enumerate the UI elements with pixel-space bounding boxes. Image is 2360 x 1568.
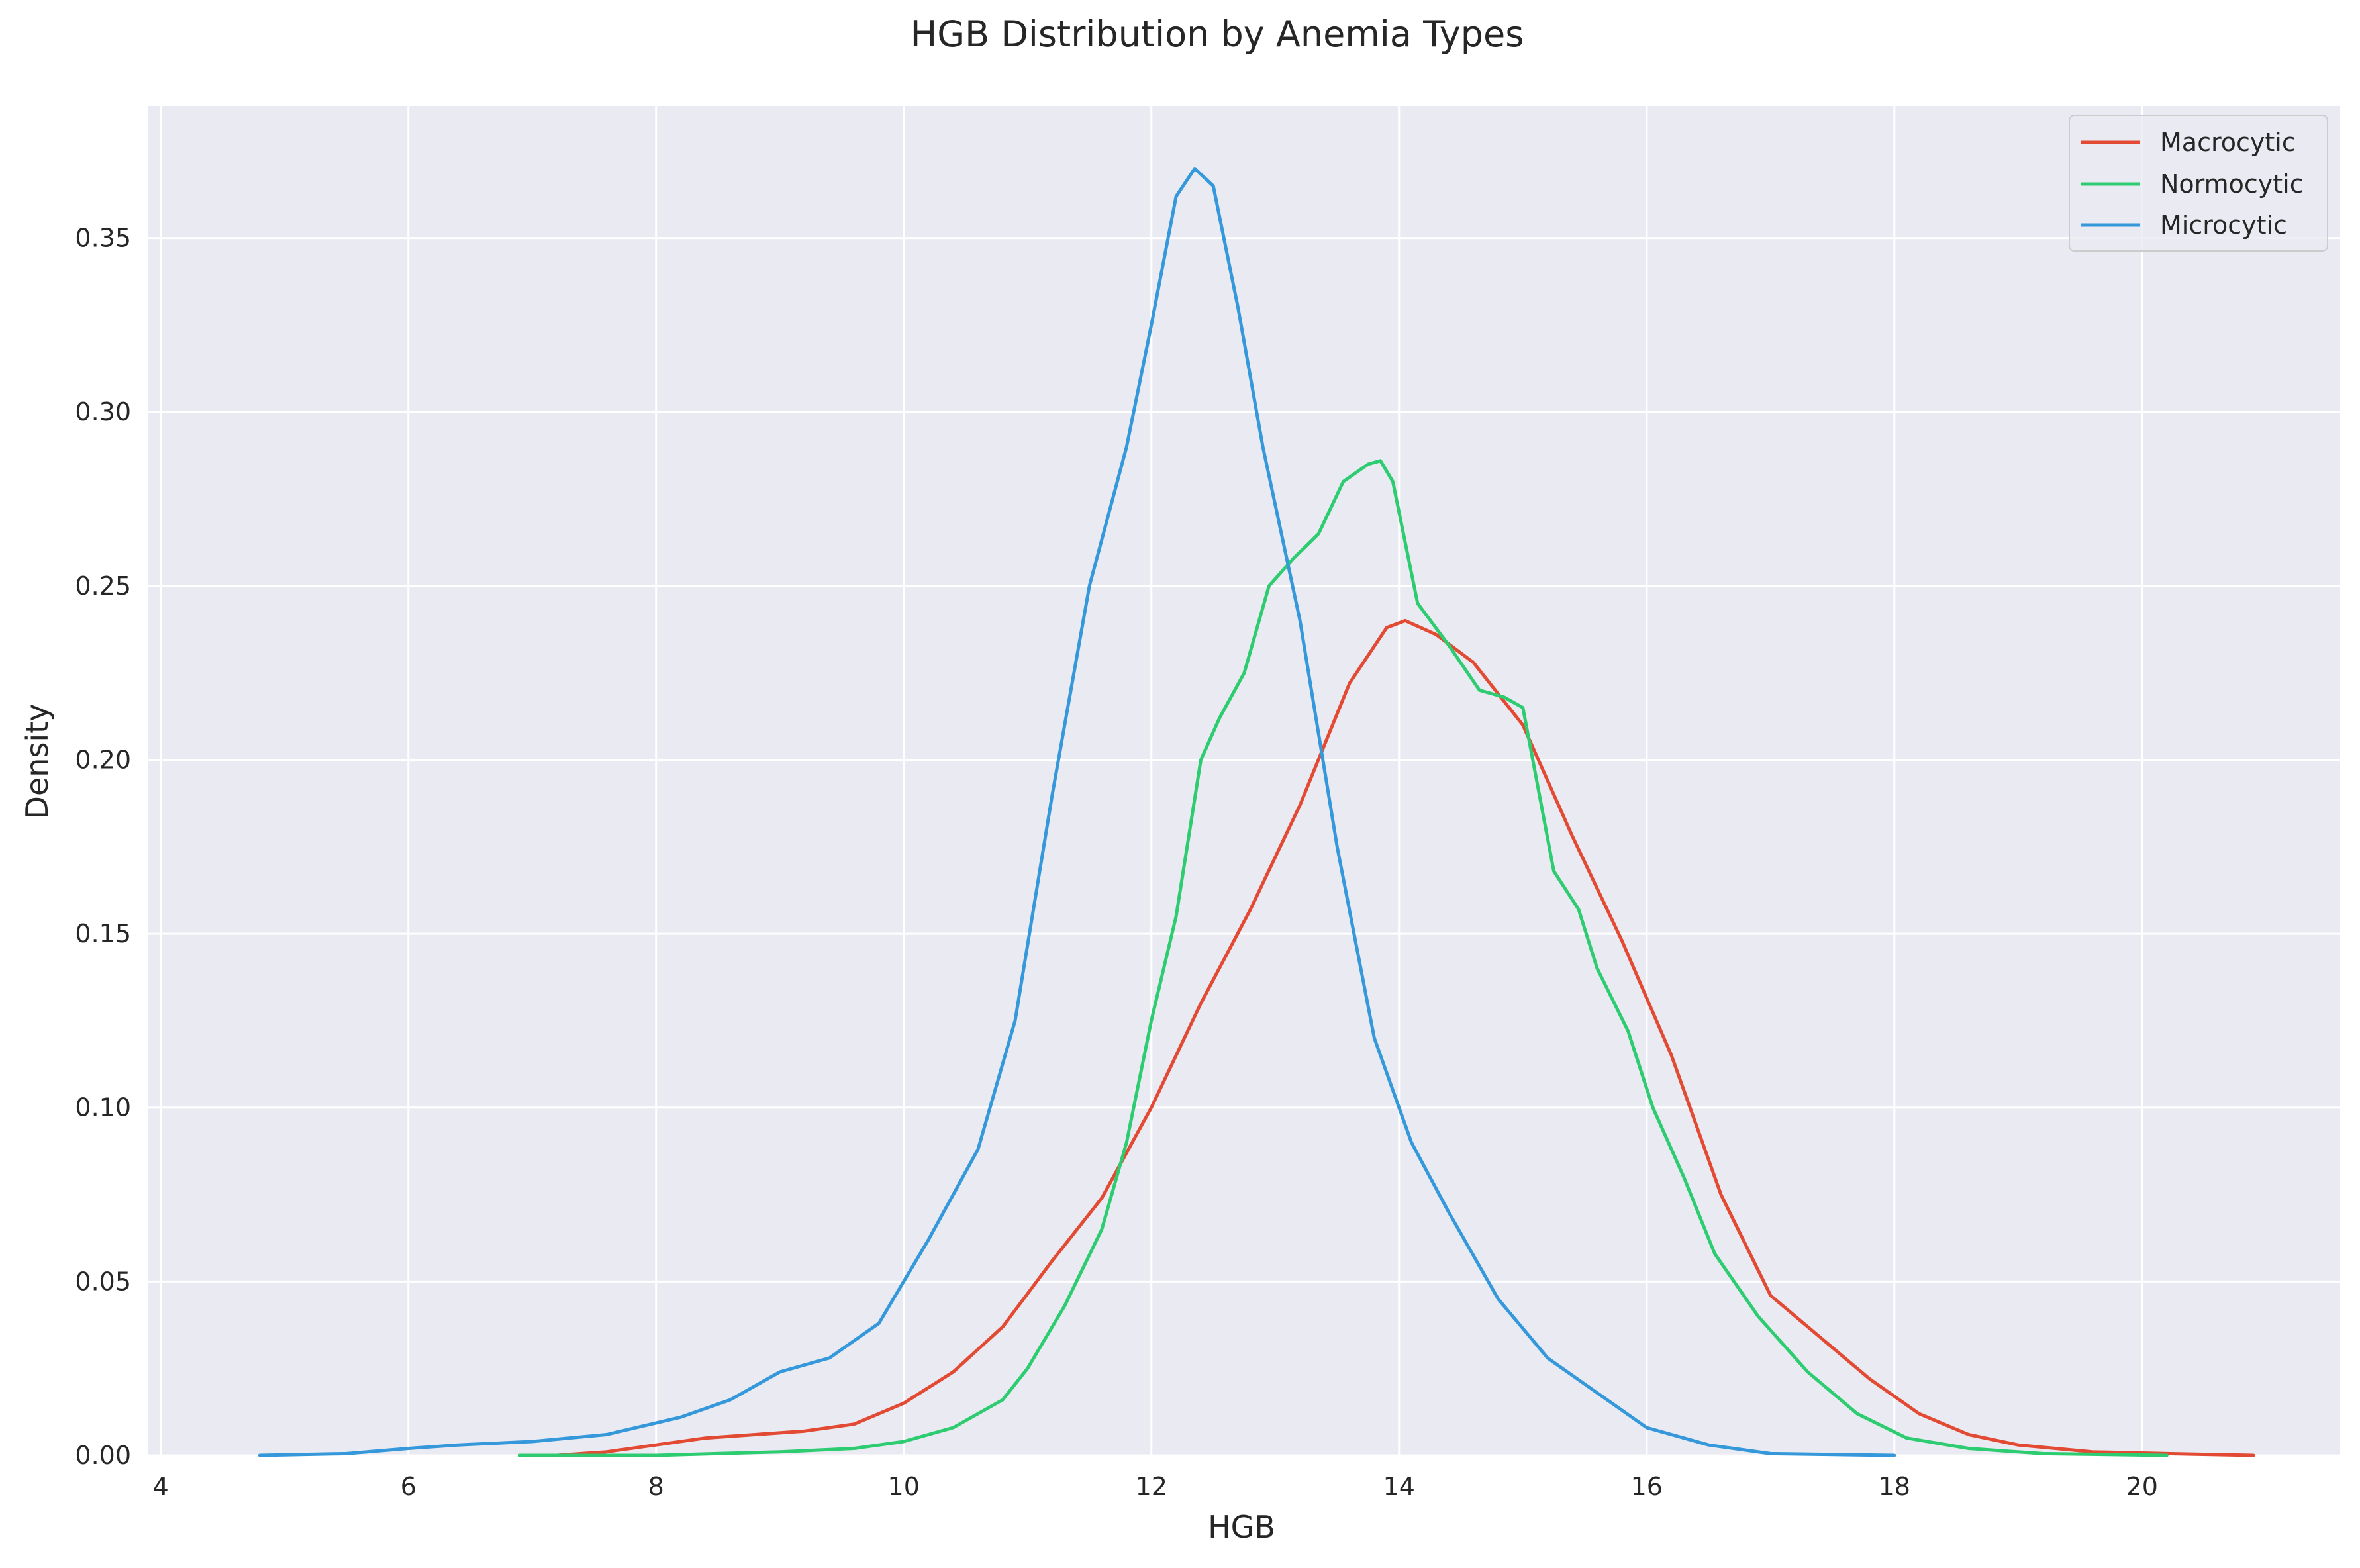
chart-title: HGB Distribution by Anemia Types xyxy=(910,13,1524,55)
x-axis-label: HGB xyxy=(1208,1509,1275,1545)
legend-label-macrocytic: Macrocytic xyxy=(2160,128,2296,157)
x-tick-label: 10 xyxy=(888,1472,920,1501)
x-tick-label: 20 xyxy=(2126,1472,2158,1501)
x-tick-label: 4 xyxy=(153,1472,169,1501)
series-line-normocytic xyxy=(518,459,2169,1457)
y-tick-label: 0.30 xyxy=(75,397,131,426)
y-axis-label: Density xyxy=(19,704,55,820)
legend-entry-macrocytic: Macrocytic xyxy=(2081,128,2296,157)
tick-labels: 4 6 8 10 12 14 16 18 20 0.00 0.05 0.10 0.15 0.20 0.25 0… xyxy=(75,224,2158,1501)
x-tick-label: 18 xyxy=(1879,1472,1910,1501)
legend-label-microcytic: Microcytic xyxy=(2160,211,2287,240)
series-line-macrocytic xyxy=(555,618,2255,1457)
legend-label-normocytic: Normocytic xyxy=(2160,170,2304,199)
x-tick-label: 16 xyxy=(1631,1472,1663,1501)
x-tick-label: 12 xyxy=(1136,1472,1167,1501)
y-tick-label: 0.20 xyxy=(75,745,131,774)
plot-background xyxy=(148,106,2340,1455)
y-tick-label: 0.25 xyxy=(75,571,131,601)
y-tick-label: 0.35 xyxy=(75,224,131,253)
legend: Macrocytic Normocytic Microcytic xyxy=(2069,115,2328,252)
y-tick-label: 0.10 xyxy=(75,1093,131,1122)
series-lines xyxy=(258,167,2255,1457)
y-tick-label: 0.05 xyxy=(75,1267,131,1296)
grid-lines xyxy=(148,106,2340,1457)
x-tick-label: 8 xyxy=(648,1472,664,1501)
legend-box xyxy=(2069,115,2328,252)
legend-entry-normocytic: Normocytic xyxy=(2081,170,2304,199)
x-tick-label: 14 xyxy=(1383,1472,1415,1501)
series-line-microcytic xyxy=(258,167,1896,1457)
y-tick-label: 0.00 xyxy=(75,1441,131,1470)
y-tick-label: 0.15 xyxy=(75,919,131,948)
legend-entry-microcytic: Microcytic xyxy=(2081,211,2287,240)
x-tick-label: 6 xyxy=(401,1472,417,1501)
